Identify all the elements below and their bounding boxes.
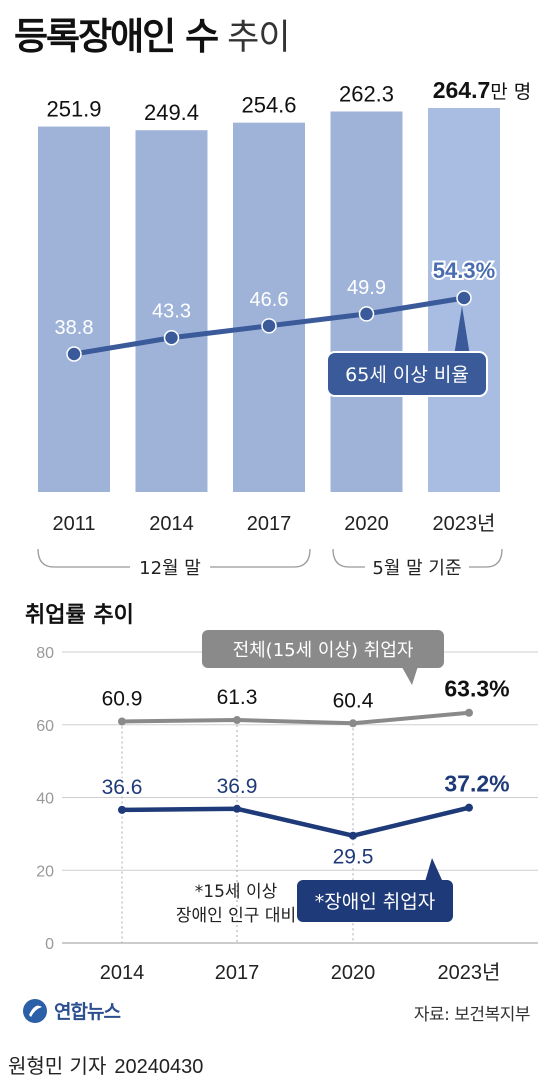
source-note: 자료: 보건복지부 bbox=[413, 1005, 531, 1025]
bar-value-label: 254.6 bbox=[241, 93, 296, 118]
series-point bbox=[349, 831, 357, 840]
ratio-value-label: 46.6 bbox=[250, 289, 289, 311]
x-tick-label: 2020 bbox=[344, 513, 389, 535]
x-tick-label: 2017 bbox=[215, 962, 260, 984]
x-tick-label: 2014 bbox=[100, 962, 145, 984]
byline: 원형민 기자 20240430 bbox=[8, 1050, 203, 1079]
bar-2014 bbox=[135, 130, 208, 493]
y-tick-label: 0 bbox=[45, 936, 54, 953]
series-value-label: 60.9 bbox=[102, 687, 143, 710]
y-tick-label: 20 bbox=[36, 863, 54, 880]
series-value-label: 36.9 bbox=[217, 775, 258, 798]
disabled-callout-box bbox=[297, 880, 453, 922]
bar-value-label: 262.3 bbox=[339, 81, 394, 106]
total-legend-label: 전체(15세 이상) 취업자 bbox=[233, 640, 414, 661]
bar-2020 bbox=[330, 111, 403, 492]
series-point bbox=[118, 717, 126, 726]
yonhap-logo-icon bbox=[23, 998, 47, 1023]
page-title: 등록장애인 수 추이 bbox=[14, 6, 291, 76]
title-main: 등록장애인 수 bbox=[14, 15, 219, 58]
total-callout-box bbox=[202, 630, 444, 668]
x-tick-label: 2023년 bbox=[433, 512, 496, 535]
series-line-1 bbox=[121, 805, 470, 838]
bar-value-label: 249.4 bbox=[144, 100, 199, 125]
series-value-label: 60.4 bbox=[333, 689, 374, 712]
series-point bbox=[233, 804, 241, 813]
registered-disabled-bar-chart: 251.9 2011 249.4 2014 254.6 2017 262.3 2020 264.… bbox=[37, 77, 532, 579]
series-value-label: 63.3% bbox=[444, 676, 509, 702]
employment-rate-line-chart: 취업률 추이 0 20 40 60 80 2014 2017 2020 2023년 60.9 61.3… bbox=[25, 603, 538, 984]
series-value-label: 37.2% bbox=[444, 771, 509, 797]
footnote-line: *15세 이상 bbox=[195, 882, 278, 902]
ratio-callout-box bbox=[326, 351, 488, 397]
period-note-label: 12월 말 bbox=[139, 558, 201, 579]
period-bracket bbox=[469, 548, 503, 568]
bar-value-label: 251.9 bbox=[46, 97, 101, 122]
ratio-value-label: 38.8 bbox=[55, 317, 94, 339]
ratio-value-label: 54.3% bbox=[433, 258, 495, 283]
period-bracket bbox=[37, 548, 130, 568]
yonhap-logo: 연합뉴스 bbox=[22, 997, 121, 1024]
title-sub: 추이 bbox=[227, 18, 290, 58]
y-tick-label: 80 bbox=[36, 645, 54, 662]
series-point bbox=[233, 716, 241, 725]
disabled-callout-pointer bbox=[424, 858, 442, 885]
ratio-point bbox=[163, 329, 180, 346]
chart2-title: 취업률 추이 bbox=[25, 603, 134, 628]
logo-text: 연합뉴스 bbox=[54, 1001, 121, 1023]
series-value-label: 29.5 bbox=[333, 846, 374, 869]
x-tick-label: 2023년 bbox=[438, 961, 501, 984]
series-line-0 bbox=[121, 710, 470, 726]
publish-date: 20240430 bbox=[114, 1056, 204, 1078]
bar-2017 bbox=[233, 122, 305, 492]
ratio-legend-label: 65세 이상 비율 bbox=[345, 364, 469, 386]
series-value-label: 61.3 bbox=[217, 686, 258, 709]
ratio-value-label: 49.9 bbox=[347, 277, 386, 299]
footnote-line: 장애인 인구 대비 bbox=[176, 906, 296, 926]
bar-2011 bbox=[38, 126, 110, 493]
ratio-point bbox=[66, 346, 82, 362]
ratio-value-label: 43.3 bbox=[152, 301, 191, 323]
ratio-point bbox=[261, 318, 277, 334]
ratio-point bbox=[456, 290, 472, 306]
ratio-callout-pointer bbox=[454, 306, 470, 356]
disabled-legend-label: *장애인 취업자 bbox=[315, 891, 435, 913]
series-value-label: 36.6 bbox=[102, 776, 143, 799]
series-point bbox=[349, 719, 357, 728]
x-tick-label: 2020 bbox=[331, 962, 376, 984]
series-point bbox=[465, 803, 473, 812]
period-bracket bbox=[332, 548, 365, 568]
y-tick-label: 60 bbox=[36, 718, 54, 735]
period-note-label: 5월 말 기준 bbox=[372, 558, 461, 579]
reporter-name: 원형민 기자 bbox=[8, 1054, 107, 1078]
x-tick-label: 2017 bbox=[247, 513, 292, 535]
bar-value-label: 264.7만 명 bbox=[433, 77, 532, 103]
ratio-point bbox=[358, 306, 375, 322]
series-point bbox=[465, 708, 473, 717]
x-tick-label: 2014 bbox=[149, 513, 194, 535]
y-tick-label: 40 bbox=[36, 791, 54, 808]
x-tick-label: 2011 bbox=[52, 513, 95, 535]
period-bracket bbox=[210, 548, 311, 568]
series-point bbox=[118, 805, 126, 814]
